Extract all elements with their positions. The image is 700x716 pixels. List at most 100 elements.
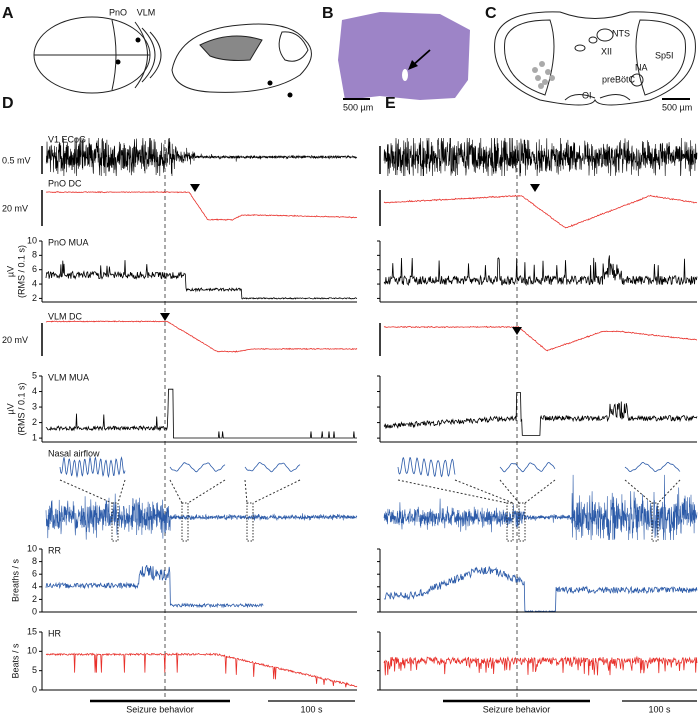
inset-trace xyxy=(59,456,126,479)
onset-arrow xyxy=(160,313,170,321)
y-tick-label: 5 xyxy=(32,665,37,675)
scale-label: 0.5 mV xyxy=(2,155,31,165)
inset-link xyxy=(499,479,520,504)
time-scale-label: 100 s xyxy=(300,704,323,714)
trace xyxy=(383,255,698,287)
inset-box xyxy=(651,502,659,542)
panel: Seizure behavior 100 s xyxy=(39,137,358,714)
onset-arrow xyxy=(530,184,540,192)
trace-name: PnO DC xyxy=(48,178,82,188)
trace-name: VLM DC xyxy=(48,311,83,321)
trace-name: PnO MUA xyxy=(48,237,89,247)
panel-label: D xyxy=(2,95,14,112)
y-tick-label: 15 xyxy=(27,626,37,636)
histology xyxy=(338,12,470,100)
trace xyxy=(383,137,698,177)
scale-label: 500 µm xyxy=(662,102,692,112)
y-label: Beats / s xyxy=(10,643,20,679)
trace xyxy=(45,260,358,300)
trace xyxy=(383,565,698,613)
trace-name: VLM MUA xyxy=(48,372,89,382)
panel-a-drawing xyxy=(33,16,312,94)
trace xyxy=(383,474,698,541)
inset-box xyxy=(518,502,526,542)
seizure-label: Seizure behavior xyxy=(483,704,551,714)
y-unit: µV xyxy=(5,266,15,277)
region-label: Sp5I xyxy=(655,50,674,60)
inset-link xyxy=(657,479,681,504)
inset-link xyxy=(59,479,113,504)
inset-box xyxy=(181,502,189,542)
trace xyxy=(383,194,698,229)
trace xyxy=(45,388,357,439)
y-tick-label: 10 xyxy=(27,543,37,553)
region-label: NTS xyxy=(612,28,630,38)
seizure-label: Seizure behavior xyxy=(126,704,194,714)
y-tick-label: 0 xyxy=(32,684,37,694)
y-tick-label: 8 xyxy=(32,556,37,566)
trace xyxy=(383,655,698,676)
y-tick-label: 5 xyxy=(32,370,37,380)
trace-name: V1 ECoG xyxy=(48,134,86,144)
panel: Seizure behavior 100 s xyxy=(377,137,698,714)
inset-link xyxy=(169,479,183,504)
y-tick-label: 4 xyxy=(32,278,37,288)
inset-trace xyxy=(499,462,556,473)
trace xyxy=(45,320,358,353)
y-tick-label: 2 xyxy=(32,293,37,303)
a-label: PnO xyxy=(109,7,127,17)
inset-link xyxy=(397,479,508,504)
panel-label: A xyxy=(2,5,14,22)
panel-c-drawing xyxy=(494,11,696,106)
region-label: NA xyxy=(635,62,648,72)
inset-link xyxy=(524,479,556,504)
y-tick-label: 2 xyxy=(32,417,37,427)
panel-label: E xyxy=(385,95,396,112)
onset-arrow xyxy=(512,327,522,335)
scale-label: 20 mV xyxy=(2,203,28,213)
inset-trace xyxy=(624,461,681,473)
trace xyxy=(45,564,264,609)
scale-label: 20 mV xyxy=(2,335,28,345)
inset-link xyxy=(252,479,301,504)
y-tick-label: 10 xyxy=(27,235,37,245)
y-label: (RMS / 0.1 s) xyxy=(16,245,26,298)
trace xyxy=(45,190,358,221)
inset-trace xyxy=(244,462,301,473)
trace-name: HR xyxy=(48,628,61,638)
inset-box xyxy=(111,502,119,542)
y-label: Breaths / s xyxy=(10,558,20,602)
inset-trace xyxy=(169,462,226,473)
panel-label: C xyxy=(485,5,497,22)
region-label: OI xyxy=(582,90,592,100)
y-tick-label: 6 xyxy=(32,264,37,274)
y-unit: µV xyxy=(5,403,15,414)
inset-link xyxy=(624,479,653,504)
inset-box xyxy=(246,502,254,542)
scale-label: 500 µm xyxy=(343,102,373,112)
y-tick-label: 4 xyxy=(32,386,37,396)
trace-name: Nasal airflow xyxy=(48,448,100,458)
y-tick-label: 1 xyxy=(32,432,37,442)
y-tick-label: 6 xyxy=(32,569,37,579)
y-tick-label: 4 xyxy=(32,581,37,591)
inset-link xyxy=(244,479,248,504)
trace xyxy=(45,137,358,177)
a-label: VLM xyxy=(137,7,156,17)
trace xyxy=(383,325,698,352)
region-label: preBötC xyxy=(602,74,636,84)
inset-trace xyxy=(397,456,456,478)
trace xyxy=(45,652,358,688)
panel-label: B xyxy=(322,5,334,22)
y-tick-label: 8 xyxy=(32,250,37,260)
inset-link xyxy=(454,479,514,504)
y-tick-label: 10 xyxy=(27,646,37,656)
inset-link xyxy=(187,479,226,504)
inset-box xyxy=(506,502,514,542)
c-sites xyxy=(532,61,555,89)
y-label: (RMS / 0.1 s) xyxy=(16,382,26,435)
trace-name: RR xyxy=(48,545,61,555)
region-label: XII xyxy=(601,46,612,56)
time-scale-label: 100 s xyxy=(648,704,671,714)
